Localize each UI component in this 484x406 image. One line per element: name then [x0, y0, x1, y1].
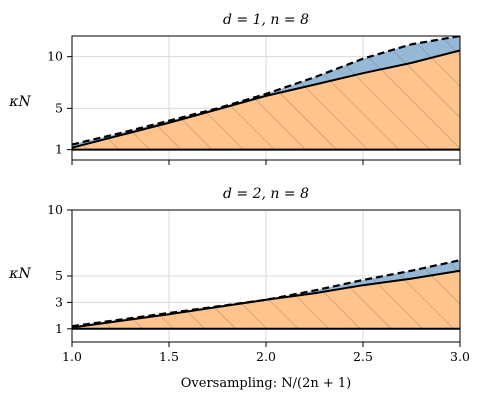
panel-bottom-title: d = 2, n = 8: [223, 186, 309, 202]
x-tick-label: 2.5: [353, 349, 373, 364]
panel-top-lines: [72, 36, 460, 151]
series-solid-line: [72, 49, 460, 149]
series-dashed-line: [72, 36, 460, 146]
x-tick-label: 1.5: [159, 349, 179, 364]
y-tick-label: 10: [47, 49, 63, 64]
y-tick-label: 1: [55, 321, 63, 336]
y-tick-label: 10: [47, 202, 63, 217]
panel-top-ylabel: κN: [8, 94, 31, 110]
panel-top-title: d = 1, n = 8: [223, 12, 309, 28]
x-tick-label: 2.0: [256, 349, 276, 364]
panel-bottom-ylabel: κN: [8, 266, 31, 282]
panel-bottom: d = 2, n = 8 κN 1.0 1.5 2.0 2.5 3.0 1 3 5 10 Ove…: [8, 186, 470, 391]
x-tick-label: 3.0: [450, 349, 470, 364]
panel-top-areas: [72, 36, 460, 150]
x-axis-label: Oversampling: N/(2n + 1): [181, 376, 351, 391]
y-tick-label: 5: [55, 268, 63, 283]
y-tick-label: 1: [55, 142, 63, 157]
upper-band-hatch: [72, 36, 460, 148]
series-solid-line: [72, 269, 460, 329]
lower-band-hatch: [72, 50, 460, 150]
x-tick-label: 1.0: [62, 349, 82, 364]
y-tick-label: 5: [55, 100, 63, 115]
y-tick-label: 3: [55, 294, 63, 309]
panel-bottom-lines: [72, 259, 460, 330]
panel-bottom-ticks: 1.0 1.5 2.0 2.5 3.0 1 3 5 10: [47, 202, 470, 364]
